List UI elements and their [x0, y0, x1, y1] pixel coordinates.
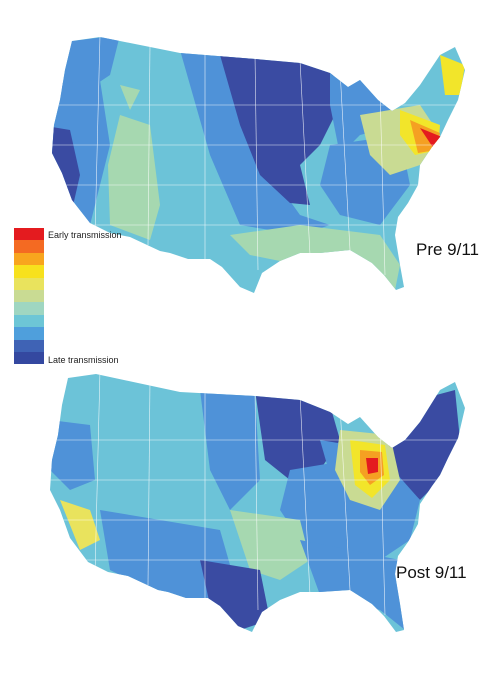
legend-late-label: Late transmission — [48, 355, 119, 365]
legend-swatch — [14, 277, 44, 290]
legend-swatch — [14, 339, 44, 352]
legend-swatch — [14, 228, 44, 241]
legend-swatch — [14, 240, 44, 253]
panel-label-pre: Pre 9/11 — [416, 240, 480, 259]
legend-swatch — [14, 314, 44, 328]
color-scale-legend — [14, 228, 44, 365]
map-pre-state-borders — [52, 37, 460, 276]
legend-swatch — [14, 302, 44, 315]
map-pre-regions — [52, 37, 465, 293]
map-pre-911 — [52, 37, 465, 293]
legend-swatch — [14, 252, 44, 266]
legend-swatch — [14, 289, 44, 303]
panel-label-post: Post 9/11 — [396, 563, 467, 582]
legend-swatch — [14, 265, 44, 278]
map-post-911 — [50, 374, 465, 632]
map-post-regions — [50, 374, 465, 632]
legend-swatch — [14, 351, 44, 365]
legend-early-label: Early transmission — [48, 230, 122, 240]
legend-swatch — [14, 327, 44, 340]
